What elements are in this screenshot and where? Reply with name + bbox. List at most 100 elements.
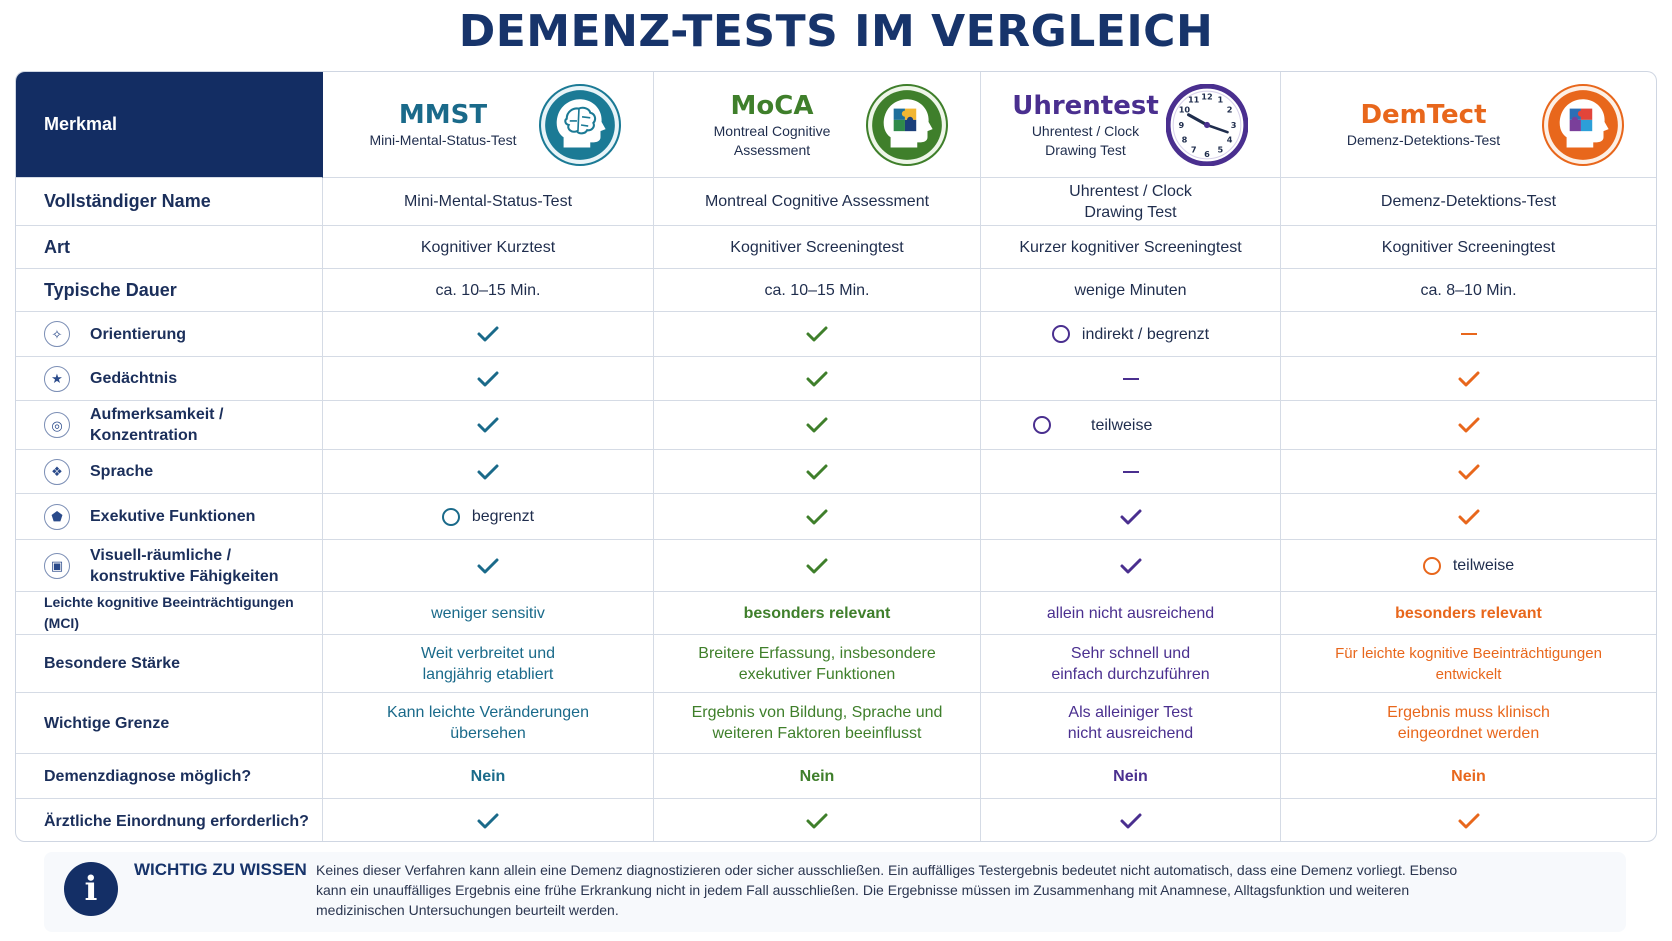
page-title: DEMENZ-TESTS IM VERGLEICH — [458, 6, 1214, 57]
comparison-table: Merkmal MMST Mini-Mental-Status-Test MoC… — [15, 71, 1657, 842]
header-uhrentest: Uhrentest Uhrentest / Clock Drawing Test… — [981, 72, 1281, 178]
svg-text:8: 8 — [1182, 134, 1188, 144]
check-icon — [1458, 509, 1479, 524]
einordnung-mmst — [323, 799, 654, 841]
staerke-moca: Breitere Erfassung, insbesondere exekuti… — [654, 635, 981, 693]
diagnose-demtect: Nein — [1281, 754, 1656, 799]
partial-circle-icon — [1051, 325, 1070, 343]
check-icon — [806, 464, 828, 479]
dash-icon — [1122, 470, 1139, 473]
test-name-mmst: MMST — [398, 100, 488, 130]
check-icon — [477, 813, 499, 829]
info-text: Keines dieser Verfahren kann allein eine… — [316, 862, 1458, 918]
check-icon — [806, 326, 828, 342]
dauer-uhrentest: wenige Minuten — [981, 269, 1281, 312]
staerke-mmst: Weit verbreitet und langjährig etabliert — [323, 635, 654, 693]
name-moca: Montreal Cognitive Assessment — [654, 178, 981, 226]
mci-moca: besonders relevant — [654, 592, 981, 635]
svg-text:12: 12 — [1201, 91, 1212, 101]
info-title: WICHTIG ZU WISSEN — [134, 860, 307, 879]
row-label-visuell: ▣ Visuell-räumliche / konstruktive Fähig… — [16, 540, 323, 592]
compass-icon: ✧ — [44, 321, 70, 347]
mci-demtect: besonders relevant — [1281, 592, 1656, 635]
aufmerksamkeit-mmst — [323, 401, 654, 450]
gedaechtnis-demtect — [1281, 357, 1656, 401]
name-demtect: Demenz-Detektions-Test — [1281, 178, 1656, 226]
sprache-demtect — [1281, 450, 1656, 494]
row-label-exekutiv: ⬟ Exekutive Funktionen — [16, 494, 323, 540]
exekutiv-moca — [654, 494, 981, 540]
aufmerksamkeit-moca — [654, 401, 981, 450]
name-uhrentest: Uhrentest / Clock Drawing Test — [981, 178, 1281, 226]
grenze-mmst: Kann leichte Veränderungen übersehen — [323, 693, 654, 754]
check-icon — [806, 509, 828, 524]
check-icon — [477, 417, 499, 433]
check-icon — [1458, 371, 1479, 386]
einordnung-demtect — [1281, 799, 1656, 841]
visuell-moca — [654, 540, 981, 592]
gedaechtnis-moca — [654, 357, 981, 401]
row-label-einordnung: Ärztliche Einordnung erforderlich? — [16, 799, 323, 841]
orientierung-uhrentest: indirekt / begrenzt — [981, 312, 1281, 357]
exekutiv-mmst: begrenzt — [323, 494, 654, 540]
header-moca: MoCA Montreal Cognitive Assessment — [654, 72, 981, 178]
partial-circle-icon — [1422, 556, 1441, 575]
grenze-moca: Ergebnis von Bildung, Sprache und weiter… — [654, 693, 981, 754]
svg-text:10: 10 — [1179, 105, 1191, 115]
check-icon — [1120, 813, 1141, 829]
row-label-name: Vollständiger Name — [16, 178, 323, 226]
header-demtect: DemTect Demenz-Detektions-Test — [1281, 72, 1656, 178]
test-sub-uhrentest: Uhrentest / Clock Drawing Test — [1031, 122, 1140, 158]
diagnose-uhrentest: Nein — [981, 754, 1281, 799]
einordnung-moca — [654, 799, 981, 841]
orientierung-demtect — [1281, 312, 1656, 357]
dash-icon — [1122, 377, 1139, 380]
grenze-demtect: Ergebnis muss klinisch eingeordnet werde… — [1281, 693, 1656, 754]
sprache-mmst — [323, 450, 654, 494]
art-mmst: Kognitiver Kurztest — [323, 226, 654, 269]
einordnung-uhrentest — [981, 799, 1281, 841]
row-label-gedaechtnis: ★ Gedächtnis — [16, 357, 323, 401]
svg-text:9: 9 — [1179, 120, 1185, 130]
test-name-moca: MoCA — [730, 90, 814, 121]
svg-text:11: 11 — [1188, 94, 1200, 104]
visuell-mmst — [323, 540, 654, 592]
check-icon — [477, 558, 499, 573]
svg-text:1: 1 — [1217, 94, 1223, 104]
svg-text:3: 3 — [1231, 120, 1237, 130]
check-icon — [1458, 417, 1479, 433]
aufmerksamkeit-demtect — [1281, 401, 1656, 450]
check-icon — [477, 371, 499, 386]
svg-text:2: 2 — [1227, 105, 1233, 115]
shapes-icon: ▣ — [44, 552, 70, 579]
header-mmst: MMST Mini-Mental-Status-Test — [323, 72, 654, 178]
info-box: i WICHTIG ZU WISSEN Keines dieser Verfah… — [44, 852, 1626, 932]
row-label-orientierung: ✧ Orientierung — [16, 312, 323, 357]
check-icon — [1120, 509, 1141, 524]
check-icon — [477, 326, 499, 342]
staerke-demtect: Für leichte kognitive Beeinträchtigungen… — [1281, 635, 1656, 693]
art-uhrentest: Kurzer kognitiver Screeningtest — [981, 226, 1281, 269]
gear-icon: ⬟ — [44, 503, 70, 530]
dash-icon — [1460, 333, 1477, 335]
check-icon — [806, 371, 828, 386]
test-sub-demtect: Demenz-Detektions-Test — [1346, 132, 1501, 148]
test-sub-mmst: Mini-Mental-Status-Test — [369, 132, 517, 148]
speech-icon: ❖ — [44, 458, 70, 485]
diagnose-moca: Nein — [654, 754, 981, 799]
puzzle-head-icon — [866, 84, 948, 166]
visuell-demtect: teilweise — [1281, 540, 1656, 592]
diagnose-mmst: Nein — [323, 754, 654, 799]
visuell-uhrentest — [981, 540, 1281, 592]
orientierung-moca — [654, 312, 981, 357]
test-name-uhrentest: Uhrentest — [1012, 90, 1159, 121]
exekutiv-uhrentest — [981, 494, 1281, 540]
check-icon — [806, 813, 828, 829]
exekutiv-demtect — [1281, 494, 1656, 540]
check-icon — [1120, 558, 1141, 573]
mci-uhrentest: allein nicht ausreichend — [981, 592, 1281, 635]
brain-head-icon — [539, 84, 621, 166]
partial-circle-icon — [1033, 416, 1051, 434]
star-icon: ★ — [44, 365, 70, 392]
